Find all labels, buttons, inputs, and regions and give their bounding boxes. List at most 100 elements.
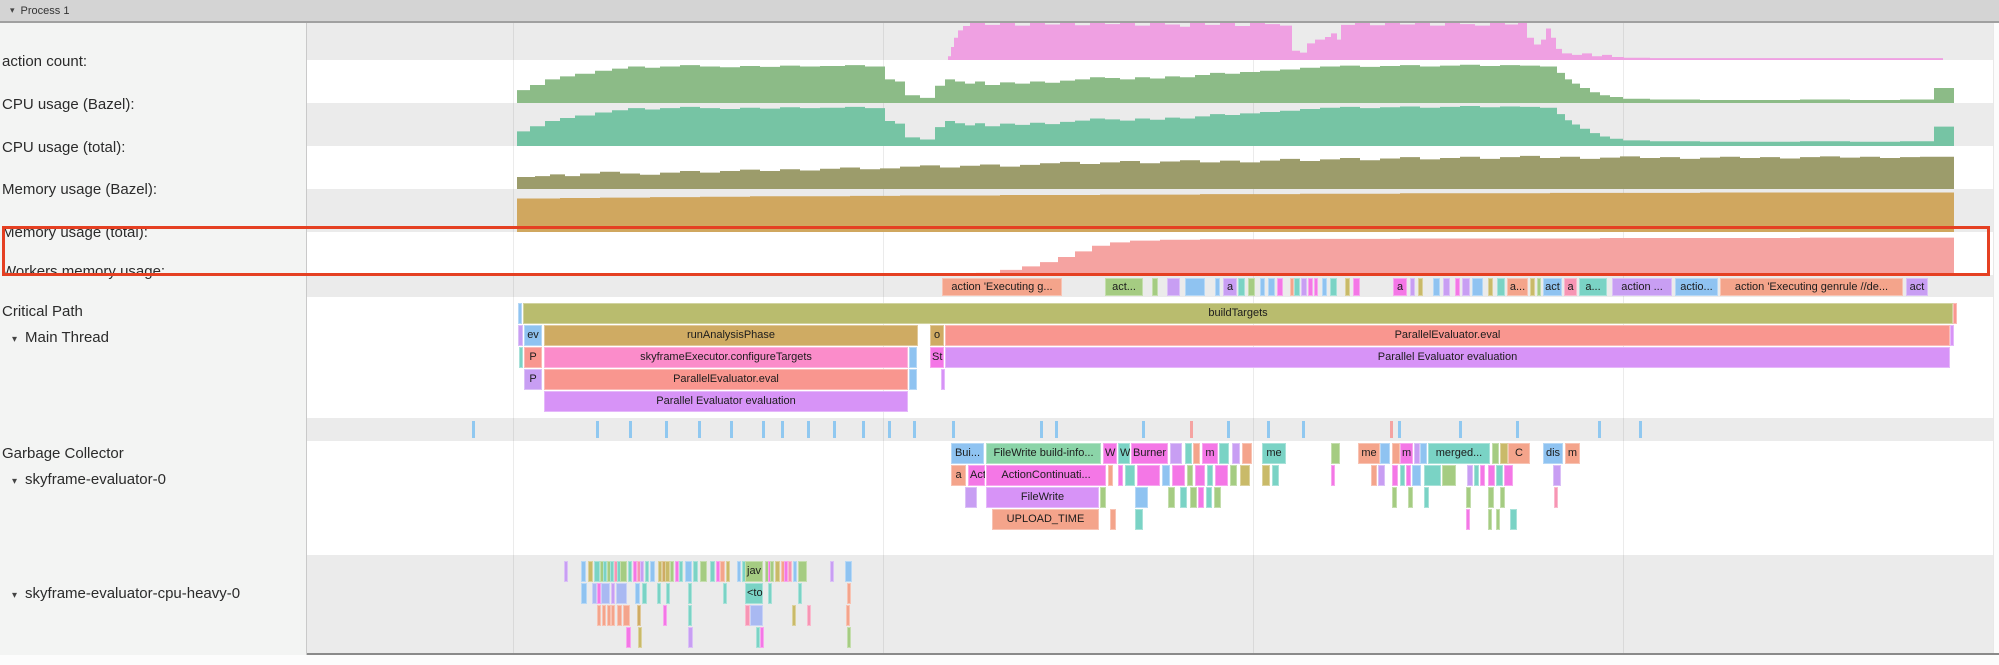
trace-block[interactable] xyxy=(693,561,698,582)
trace-block[interactable] xyxy=(1238,278,1245,296)
trace-block[interactable]: a... xyxy=(1579,278,1607,296)
trace-block[interactable] xyxy=(1496,509,1500,530)
trace-block[interactable]: o xyxy=(930,325,944,346)
trace-block[interactable] xyxy=(1353,278,1360,296)
trace-block[interactable] xyxy=(726,561,730,582)
gc-tick[interactable] xyxy=(472,421,475,438)
trace-block[interactable] xyxy=(1414,443,1420,464)
trace-block[interactable] xyxy=(1472,278,1483,296)
trace-block[interactable] xyxy=(603,561,607,582)
trace-block[interactable] xyxy=(1500,443,1508,464)
trace-block[interactable] xyxy=(662,561,666,582)
sidebar-item-skyframe-evaluator-0[interactable]: ▾ skyframe-evaluator-0 xyxy=(12,471,166,488)
trace-block[interactable] xyxy=(1420,443,1427,464)
trace-block[interactable] xyxy=(1125,465,1135,486)
trace-block[interactable] xyxy=(784,561,788,582)
trace-block[interactable] xyxy=(1294,278,1300,296)
trace-block[interactable] xyxy=(1272,465,1279,486)
trace-block[interactable]: act xyxy=(1543,278,1562,296)
trace-block[interactable] xyxy=(665,561,670,582)
trace-block[interactable] xyxy=(847,583,851,604)
gc-tick[interactable] xyxy=(1598,421,1601,438)
trace-block[interactable] xyxy=(1262,465,1270,486)
trace-block[interactable]: merged... xyxy=(1428,443,1490,464)
sidebar-item-skyframe-evaluator-cpu-heavy-0[interactable]: ▾ skyframe-evaluator-cpu-heavy-0 xyxy=(12,585,241,602)
trace-block[interactable]: skyframeExecutor.configureTargets xyxy=(544,347,908,368)
trace-block[interactable] xyxy=(607,561,611,582)
gc-tick[interactable] xyxy=(952,421,955,438)
trace-block[interactable]: P xyxy=(524,369,542,390)
trace-block[interactable] xyxy=(1410,278,1415,296)
trace-block[interactable] xyxy=(1215,465,1228,486)
collapse-icon[interactable]: ▾ xyxy=(12,476,18,487)
sidebar-item-main-thread[interactable]: ▾ Main Thread xyxy=(12,329,109,346)
trace-block[interactable] xyxy=(1330,278,1337,296)
trace-block[interactable] xyxy=(1380,443,1390,464)
trace-block[interactable] xyxy=(1467,465,1473,486)
trace-block[interactable] xyxy=(847,627,851,648)
trace-block[interactable] xyxy=(657,583,661,604)
trace-block[interactable] xyxy=(1480,465,1485,486)
trace-block[interactable] xyxy=(1537,278,1541,296)
trace-block[interactable] xyxy=(1185,278,1205,296)
trace-block[interactable]: action 'Executing genrule //de... xyxy=(1720,278,1903,296)
trace-block[interactable] xyxy=(679,561,683,582)
trace-block[interactable] xyxy=(1530,278,1535,296)
trace-block[interactable]: act... xyxy=(1105,278,1143,296)
trace-block[interactable] xyxy=(1242,443,1252,464)
trace-block[interactable] xyxy=(670,561,674,582)
trace-block[interactable] xyxy=(638,627,642,648)
trace-block[interactable]: Bui... xyxy=(951,443,984,464)
trace-block[interactable] xyxy=(1240,465,1250,486)
trace-block[interactable]: ActionContinuati... xyxy=(986,465,1106,486)
trace-block[interactable] xyxy=(1137,465,1160,486)
trace-block[interactable] xyxy=(1371,465,1377,486)
trace-block[interactable] xyxy=(602,605,606,626)
gc-tick[interactable] xyxy=(1055,421,1058,438)
trace-block[interactable] xyxy=(723,583,727,604)
trace-block[interactable] xyxy=(642,583,647,604)
trace-block[interactable] xyxy=(1260,278,1265,296)
trace-block[interactable] xyxy=(716,561,720,582)
trace-block[interactable]: C xyxy=(1508,443,1530,464)
gc-tick[interactable] xyxy=(698,421,701,438)
trace-block[interactable] xyxy=(620,561,627,582)
trace-block[interactable] xyxy=(1172,465,1185,486)
trace-block[interactable] xyxy=(1424,487,1429,508)
trace-block[interactable]: <to xyxy=(745,583,763,604)
trace-block[interactable] xyxy=(1180,487,1187,508)
gc-tick[interactable] xyxy=(781,421,784,438)
trace-block[interactable] xyxy=(564,561,568,582)
trace-block[interactable] xyxy=(1322,278,1327,296)
trace-block[interactable] xyxy=(1950,325,1954,346)
trace-block[interactable]: ParallelEvaluator.eval xyxy=(544,369,908,390)
trace-block[interactable] xyxy=(781,561,785,582)
trace-block[interactable]: a xyxy=(951,465,966,486)
trace-block[interactable] xyxy=(1378,465,1385,486)
trace-block[interactable] xyxy=(1152,278,1158,296)
trace-block[interactable] xyxy=(607,605,611,626)
gc-tick[interactable] xyxy=(1390,421,1393,438)
trace-block[interactable] xyxy=(830,561,834,582)
trace-block[interactable]: P xyxy=(524,347,542,368)
trace-block[interactable] xyxy=(1406,465,1411,486)
gc-tick[interactable] xyxy=(1142,421,1145,438)
trace-block[interactable] xyxy=(1345,278,1350,296)
trace-block[interactable] xyxy=(637,561,641,582)
trace-block[interactable]: a xyxy=(1223,278,1237,296)
trace-block[interactable] xyxy=(737,561,741,582)
trace-block[interactable] xyxy=(750,605,763,626)
trace-block[interactable] xyxy=(666,583,670,604)
trace-block[interactable] xyxy=(633,561,637,582)
trace-block[interactable] xyxy=(658,561,662,582)
trace-block[interactable]: m xyxy=(1400,443,1413,464)
memory-usage-bazel-chart[interactable] xyxy=(0,146,1999,189)
trace-block[interactable] xyxy=(685,561,692,582)
trace-block[interactable] xyxy=(1510,509,1517,530)
trace-block[interactable]: Parallel Evaluator evaluation xyxy=(945,347,1950,368)
trace-block[interactable] xyxy=(688,583,692,604)
trace-block[interactable]: a... xyxy=(1507,278,1528,296)
gc-tick[interactable] xyxy=(913,421,916,438)
trace-block[interactable] xyxy=(635,583,640,604)
trace-block[interactable] xyxy=(597,605,601,626)
